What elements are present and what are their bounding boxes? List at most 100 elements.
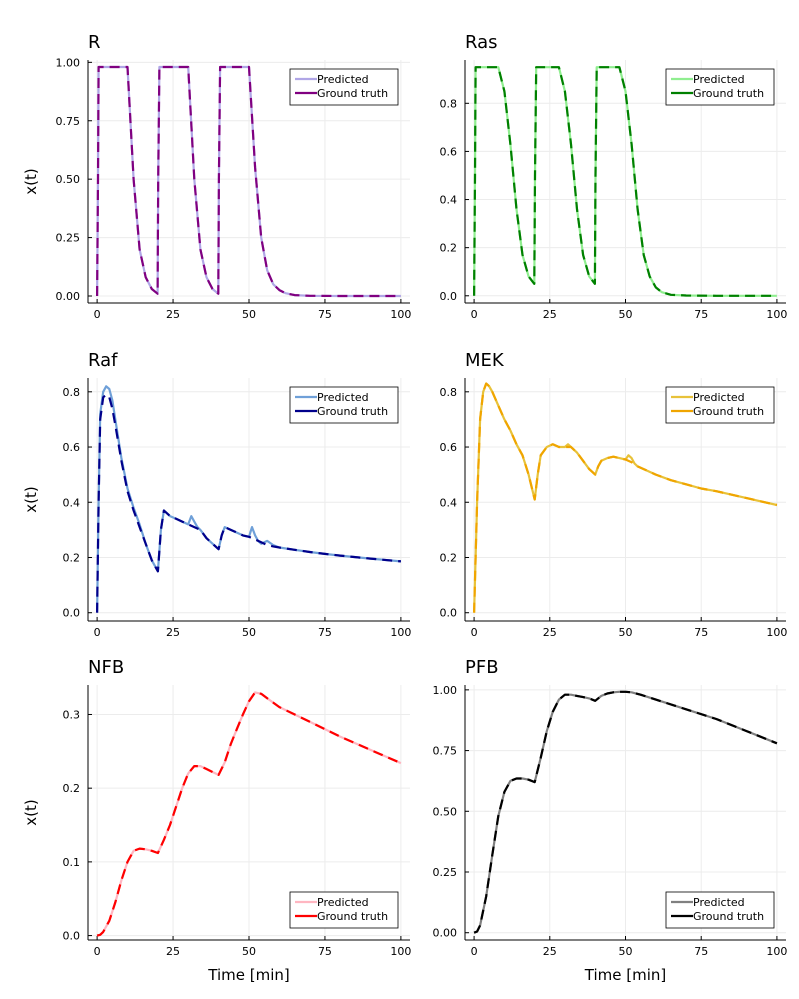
y-tick-label: 0.75 (433, 745, 458, 758)
x-tick-label: 25 (543, 308, 557, 321)
legend-label: Ground truth (317, 405, 388, 418)
y-axis-label: x(t) (22, 486, 40, 512)
x-tick-label: 100 (390, 945, 411, 958)
y-tick-label: 0.4 (440, 496, 458, 509)
legend-label: Ground truth (693, 405, 764, 418)
y-tick-label: 0.0 (440, 607, 458, 620)
y-tick-label: 1.00 (56, 56, 81, 69)
x-tick-label: 25 (166, 945, 180, 958)
y-tick-label: 0.6 (440, 145, 458, 158)
y-tick-label: 0.8 (440, 97, 458, 110)
y-axis-label: x(t) (22, 168, 40, 194)
y-tick-label: 0.6 (63, 441, 81, 454)
x-tick-label: 0 (471, 945, 478, 958)
x-tick-label: 0 (94, 626, 101, 639)
y-tick-label: 0.2 (440, 551, 458, 564)
subplot-title: Ras (465, 32, 498, 53)
legend-box (665, 68, 775, 106)
x-tick-label: 75 (694, 308, 708, 321)
y-tick-label: 0.50 (56, 173, 81, 186)
y-tick-label: 1.00 (433, 684, 458, 697)
subplot-mek: 0 25 50 75 100 0.0 0.2 0.4 0.6 0.8 MEK PredictedGro… (440, 350, 788, 639)
legend-box (665, 891, 775, 929)
x-tick-label: 25 (166, 626, 180, 639)
subplot-title: R (88, 32, 101, 53)
y-tick-label: 0.00 (433, 927, 458, 940)
x-axis-label: Time [min] (207, 966, 289, 984)
subplot-title: Raf (88, 350, 118, 371)
x-tick-label: 50 (242, 626, 256, 639)
legend-box (289, 891, 399, 929)
y-tick-label: 0.75 (56, 115, 81, 128)
series-line-ground-truth (473, 66, 777, 297)
y-tick-label: 0.50 (433, 805, 458, 818)
y-tick-label: 0.25 (433, 866, 458, 879)
x-tick-label: 0 (471, 626, 478, 639)
legend-label: Ground truth (693, 87, 764, 100)
subplot-raf: 0 25 50 75 100 0.0 0.2 0.4 0.6 0.8 Raf x(t) Predicte… (22, 350, 411, 639)
y-tick-label: 0.2 (440, 242, 458, 255)
y-tick-label: 0.6 (440, 441, 458, 454)
x-tick-label: 25 (166, 308, 180, 321)
y-axis-label: x(t) (22, 799, 40, 825)
x-tick-label: 100 (390, 626, 411, 639)
y-tick-label: 0.1 (63, 856, 81, 869)
y-tick-label: 0.00 (56, 290, 81, 303)
x-tick-label: 50 (619, 945, 633, 958)
series-line-ground-truth (96, 691, 402, 937)
legend-label: Ground truth (693, 910, 764, 923)
x-tick-label: 75 (318, 945, 332, 958)
y-tick-label: 0.0 (440, 290, 458, 303)
x-tick-label: 100 (766, 308, 787, 321)
x-tick-label: 100 (766, 626, 787, 639)
legend-box (665, 386, 775, 424)
x-tick-label: 25 (543, 626, 557, 639)
y-tick-label: 0.0 (63, 607, 81, 620)
subplot-pfb: 0 25 50 75 100 0.00 0.25 0.50 0.75 1.00 PFB Time [m… (433, 657, 788, 984)
x-tick-label: 75 (694, 626, 708, 639)
legend-label: Predicted (693, 391, 745, 404)
series-line-ground-truth (473, 690, 778, 934)
subplot-title: NFB (88, 657, 124, 678)
legend-label: Ground truth (317, 910, 388, 923)
x-tick-label: 75 (318, 308, 332, 321)
x-tick-label: 100 (390, 308, 411, 321)
y-tick-label: 0.3 (63, 708, 81, 721)
x-tick-label: 50 (619, 308, 633, 321)
y-tick-label: 0.8 (63, 386, 81, 399)
x-tick-label: 50 (619, 626, 633, 639)
subplot-title: MEK (465, 350, 505, 371)
series-line-ground-truth (96, 65, 401, 298)
x-tick-label: 100 (766, 945, 787, 958)
legend-label: Predicted (693, 896, 745, 909)
y-tick-label: 0.4 (440, 194, 458, 207)
subplot-title: PFB (465, 657, 499, 678)
y-tick-label: 0.8 (440, 386, 458, 399)
y-tick-label: 0.2 (63, 782, 81, 795)
x-tick-label: 50 (242, 308, 256, 321)
legend-box (289, 386, 399, 424)
x-tick-label: 75 (694, 945, 708, 958)
y-tick-label: 0.25 (56, 232, 81, 245)
legend-label: Predicted (317, 73, 369, 86)
legend-box (289, 68, 399, 106)
legend-label: Predicted (317, 896, 369, 909)
subplot-ras: 0 25 50 75 100 0.0 0.2 0.4 0.6 0.8 Ras PredictedGro… (440, 32, 788, 321)
x-tick-label: 25 (543, 945, 557, 958)
legend-label: Ground truth (317, 87, 388, 100)
x-tick-label: 0 (94, 945, 101, 958)
x-tick-label: 50 (242, 945, 256, 958)
series-line-ground-truth (96, 393, 402, 613)
y-tick-label: 0.2 (63, 551, 81, 564)
y-tick-label: 0.4 (63, 496, 81, 509)
subplot-r: 0 25 50 75 100 0.00 0.25 0.50 0.75 1.00 Rx(t) Predi… (22, 32, 411, 321)
y-tick-label: 0.0 (63, 930, 81, 943)
x-tick-label: 0 (94, 308, 101, 321)
